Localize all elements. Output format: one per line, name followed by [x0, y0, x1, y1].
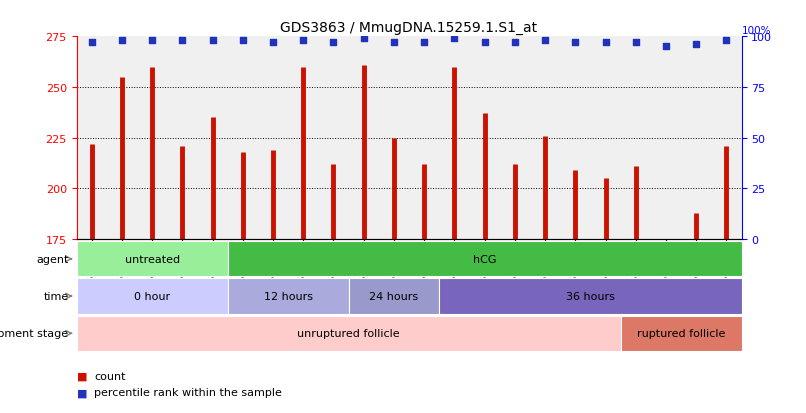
Point — [569, 40, 582, 47]
Bar — [77, 242, 227, 277]
Bar — [227, 279, 348, 314]
Text: hCG: hCG — [473, 254, 496, 264]
Point — [418, 40, 430, 47]
Point — [85, 40, 98, 47]
Text: unruptured follicle: unruptured follicle — [297, 328, 400, 339]
Point — [538, 38, 551, 45]
Point — [388, 40, 401, 47]
Text: 24 hours: 24 hours — [369, 291, 418, 301]
Point — [629, 40, 642, 47]
Point — [720, 38, 733, 45]
Bar — [227, 242, 742, 277]
Text: time: time — [44, 291, 69, 301]
Point — [206, 38, 219, 45]
Bar — [77, 316, 621, 351]
Point — [327, 40, 340, 47]
Text: ■: ■ — [77, 387, 87, 397]
Point — [236, 38, 249, 45]
Bar — [348, 279, 439, 314]
Text: untreated: untreated — [125, 254, 180, 264]
Point — [509, 40, 521, 47]
Point — [297, 38, 310, 45]
Text: ruptured follicle: ruptured follicle — [637, 328, 725, 339]
Text: 36 hours: 36 hours — [566, 291, 615, 301]
Text: percentile rank within the sample: percentile rank within the sample — [94, 387, 282, 397]
Point — [115, 38, 128, 45]
Text: 100%: 100% — [742, 26, 771, 36]
Bar — [621, 316, 742, 351]
Text: agent: agent — [36, 254, 69, 264]
Point — [599, 40, 612, 47]
Point — [176, 38, 189, 45]
Text: development stage: development stage — [0, 328, 69, 339]
Point — [690, 42, 703, 49]
Point — [659, 44, 672, 50]
Text: ■: ■ — [77, 371, 87, 381]
Point — [448, 36, 461, 43]
Point — [146, 38, 159, 45]
Bar — [439, 279, 742, 314]
Text: count: count — [94, 371, 126, 381]
Point — [478, 40, 491, 47]
Bar — [77, 279, 227, 314]
Point — [267, 40, 280, 47]
Text: 12 hours: 12 hours — [264, 291, 313, 301]
Title: GDS3863 / MmugDNA.15259.1.S1_at: GDS3863 / MmugDNA.15259.1.S1_at — [280, 21, 538, 35]
Text: 0 hour: 0 hour — [134, 291, 170, 301]
Point — [357, 36, 370, 43]
